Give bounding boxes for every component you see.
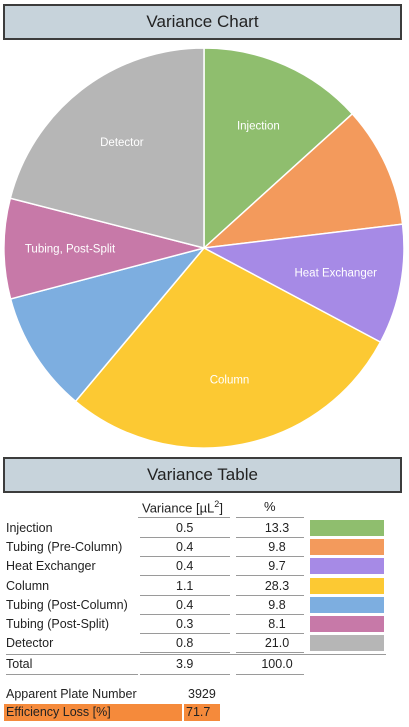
row-variance: 0.4 [176,597,194,612]
row-name: Heat Exchanger [6,559,96,574]
row-percent-underline [236,537,304,538]
pie-label: Injection [237,121,280,133]
row-variance-underline [140,537,230,538]
row-variance: 0.3 [176,617,194,631]
table-title: Variance Table [3,457,402,493]
row-variance-underline [140,594,230,596]
row-color-swatch [310,577,384,594]
row-variance-underline [140,652,230,654]
row-percent-underline [236,633,304,634]
row-variance: 0.4 [176,540,194,555]
row-percent-underline [236,575,304,577]
total-underline-percent [236,674,304,675]
pie-label: Detector [100,137,144,149]
percent-header-underline [236,517,304,518]
row-name: Tubing (Pre-Column) [6,540,123,555]
variance-column-header: Variance [µL2] [142,499,223,516]
row-variance: 0.4 [176,559,194,574]
row-color-swatch [310,616,384,632]
table-row: Tubing (Post-Column) 0.4 9.8 [0,596,409,615]
pie-slice-injection [203,47,354,250]
pie-slice-heat-exchanger [201,223,405,344]
chart-title: Variance Chart [3,4,402,40]
total-percent: 100.0 [261,657,293,671]
row-percent: 28.3 [264,578,290,593]
plate-number-value: 3929 [188,687,216,701]
row-color-swatch [310,596,384,613]
row-color-swatch [310,539,384,556]
table-title-text: Variance Table [147,465,258,484]
row-color-swatch [310,520,384,536]
table-row-total: Total 3.9 100.0 [0,655,409,674]
row-percent: 21.0 [264,636,290,651]
total-separator [6,654,386,655]
pie-slice-tubing-post-split [3,197,207,300]
pie-label: Column [210,375,250,387]
pie-slice-column [74,247,382,449]
row-color-swatch [310,558,384,575]
pie-chart: Injection Heat Exchanger Column Tubing, Pos… [3,47,405,449]
row-percent: 9.8 [268,597,286,612]
chart-title-text: Variance Chart [146,12,259,31]
row-percent-underline [236,594,304,596]
total-label: Total [6,657,33,671]
row-percent-underline [236,613,304,615]
row-name: Tubing (Post-Column) [6,597,128,612]
row-variance: 0.5 [176,521,194,535]
row-name: Injection [6,521,53,535]
row-percent: 9.8 [268,540,286,555]
pie-slice-tubing-pre-column- [201,112,404,250]
row-percent-underline [236,652,304,654]
total-underline-name [6,674,138,675]
table-row: Detector 0.8 21.0 [0,634,409,653]
table-row: Injection 0.5 13.3 [0,519,409,538]
row-percent: 13.3 [264,521,290,535]
efficiency-loss-value: 71.7 [184,704,220,721]
pie-label: Tubing, Post-Split [25,243,116,255]
row-variance-underline [140,633,230,634]
variance-header-underline [138,517,230,518]
efficiency-loss-label: Efficiency Loss [%] [4,704,182,721]
row-variance: 1.1 [176,578,194,593]
pie-label: Heat Exchanger [294,268,377,280]
row-name: Tubing (Post-Split) [6,617,110,631]
table-row: Tubing (Post-Split) 0.3 8.1 [0,615,409,634]
plate-number-label: Apparent Plate Number [6,687,137,701]
row-name: Column [6,578,50,593]
total-underline-variance [140,674,230,675]
row-variance-underline [140,556,230,558]
row-percent: 9.7 [268,559,286,574]
row-color-swatch [310,635,384,652]
row-name: Detector [6,636,54,651]
table-row: Tubing (Pre-Column) 0.4 9.8 [0,538,409,557]
row-percent-underline [236,556,304,558]
table-row: Heat Exchanger 0.4 9.7 [0,557,409,576]
row-variance-underline [140,613,230,615]
total-variance: 3.9 [176,657,194,671]
percent-column-header: % [264,499,276,514]
row-percent: 8.1 [268,617,286,631]
row-variance-underline [140,575,230,577]
table-row: Column 1.1 28.3 [0,577,409,596]
pie-slice-detector [9,47,205,249]
row-variance: 0.8 [176,636,194,651]
